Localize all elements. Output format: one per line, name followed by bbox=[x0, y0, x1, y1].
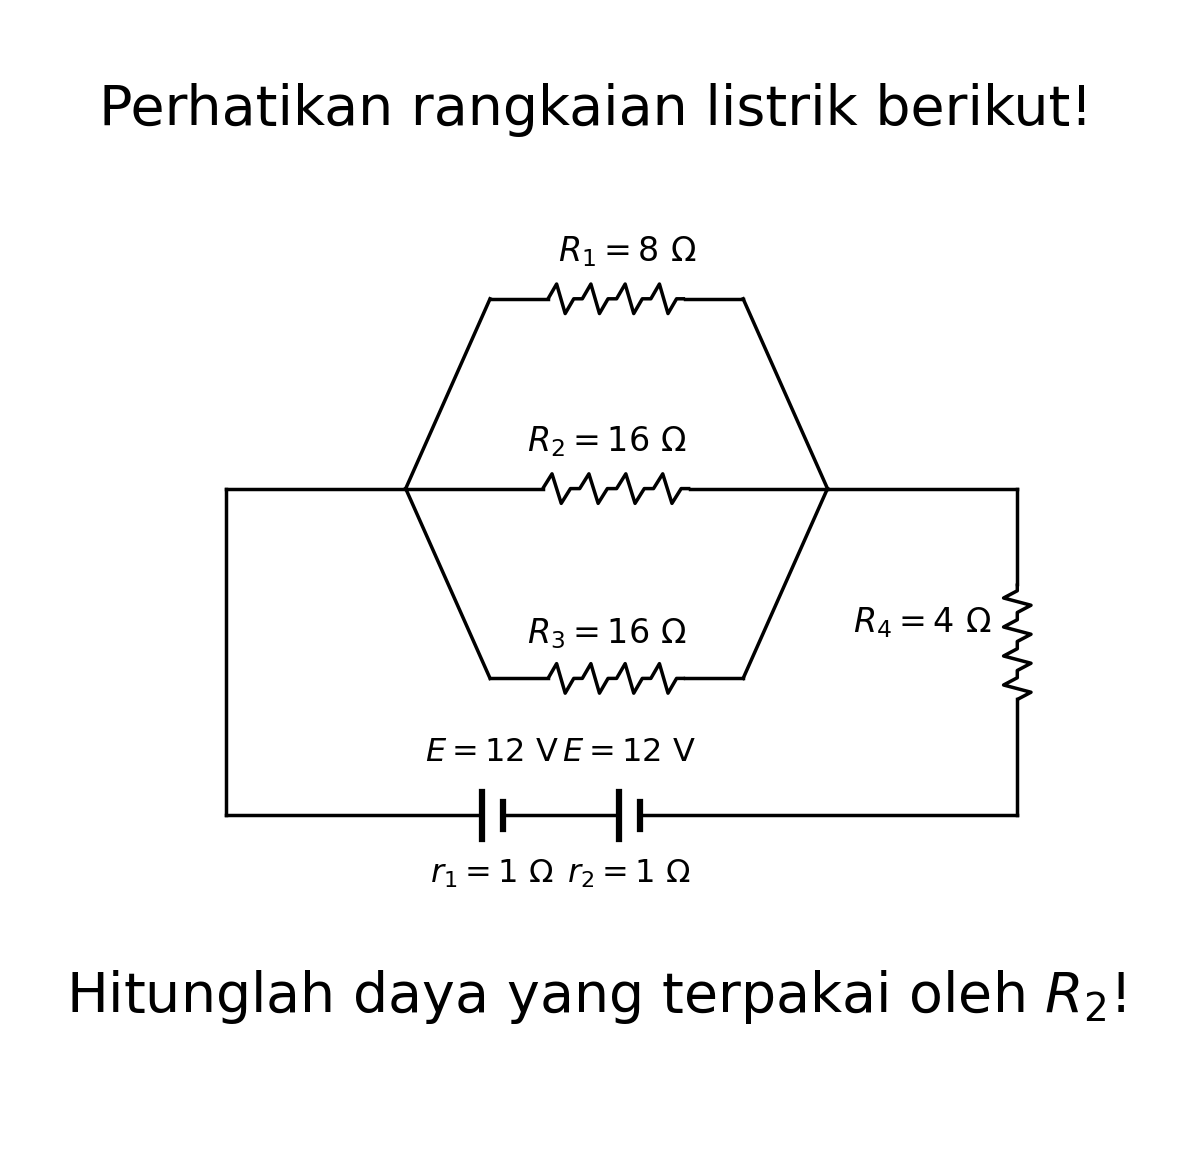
Text: Hitunglah daya yang terpakai oleh $R_2$!: Hitunglah daya yang terpakai oleh $R_2$! bbox=[66, 969, 1125, 1027]
Text: $R_2 = 16\ \Omega$: $R_2 = 16\ \Omega$ bbox=[526, 425, 686, 459]
Text: $E = 12\ \mathrm{V}$: $E = 12\ \mathrm{V}$ bbox=[425, 738, 560, 768]
Text: Perhatikan rangkaian listrik berikut!: Perhatikan rangkaian listrik berikut! bbox=[99, 83, 1092, 137]
Text: $R_4 = 4\ \Omega$: $R_4 = 4\ \Omega$ bbox=[853, 606, 991, 640]
Text: $r_2 = 1\ \Omega$: $r_2 = 1\ \Omega$ bbox=[567, 858, 691, 890]
Text: $R_3 = 16\ \Omega$: $R_3 = 16\ \Omega$ bbox=[526, 616, 686, 651]
Text: $r_1 = 1\ \Omega$: $r_1 = 1\ \Omega$ bbox=[430, 858, 554, 890]
Text: $R_1 = 8\ \Omega$: $R_1 = 8\ \Omega$ bbox=[559, 235, 697, 270]
Text: $E = 12\ \mathrm{V}$: $E = 12\ \mathrm{V}$ bbox=[562, 738, 697, 768]
